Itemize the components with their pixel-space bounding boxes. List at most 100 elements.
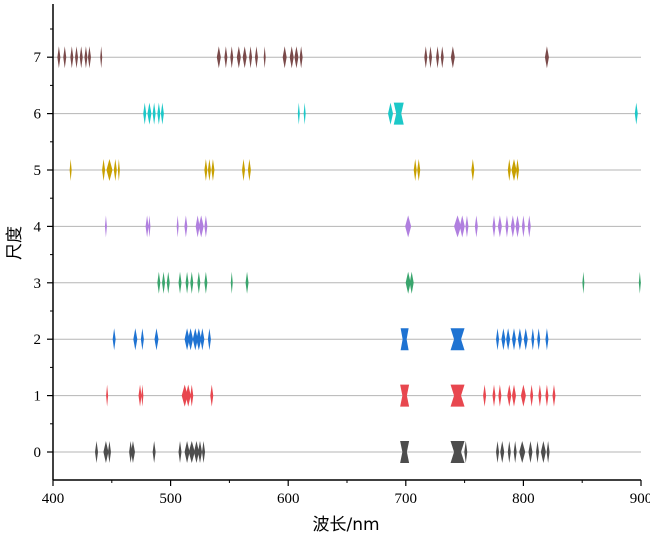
- data-point: [247, 159, 251, 181]
- data-point: [195, 215, 200, 238]
- data-point: [184, 441, 190, 463]
- data-point: [545, 384, 549, 407]
- data-point: [464, 441, 468, 463]
- data-point: [185, 384, 191, 407]
- data-point: [405, 215, 412, 238]
- data-point: [393, 102, 404, 125]
- data-point: [230, 46, 234, 69]
- data-point: [193, 441, 199, 463]
- y-tick-label-4: 4: [34, 219, 42, 235]
- data-point: [204, 271, 208, 294]
- x-tick-label-700: 700: [395, 491, 418, 507]
- data-point: [102, 159, 106, 181]
- data-point: [181, 384, 188, 407]
- data-point: [166, 271, 170, 294]
- data-point: [497, 215, 502, 238]
- data-point: [513, 441, 517, 463]
- data-point: [521, 215, 525, 238]
- axes: [52, 4, 641, 481]
- data-point: [192, 328, 198, 351]
- data-point: [510, 215, 515, 238]
- data-point: [204, 159, 208, 181]
- data-point: [162, 271, 166, 294]
- data-point: [282, 46, 287, 69]
- data-point: [196, 328, 202, 351]
- data-point: [107, 441, 111, 463]
- data-point: [388, 102, 394, 125]
- data-point: [106, 384, 109, 407]
- data-point: [75, 46, 79, 69]
- data-marks: [57, 46, 641, 463]
- data-point: [500, 441, 505, 463]
- data-point: [483, 384, 487, 407]
- series-scale-3: [157, 271, 641, 294]
- data-point: [546, 441, 550, 463]
- data-point: [133, 328, 138, 351]
- data-point: [198, 441, 202, 463]
- x-axis-title: 波长/nm: [312, 515, 379, 535]
- data-point: [517, 328, 522, 351]
- data-point: [106, 159, 113, 181]
- data-point: [242, 159, 246, 181]
- data-point: [200, 328, 205, 351]
- data-point: [188, 441, 195, 463]
- data-point: [204, 215, 208, 238]
- y-tick-label-0: 0: [34, 445, 42, 461]
- data-point: [113, 159, 117, 181]
- data-point: [84, 46, 88, 69]
- data-point: [405, 271, 411, 294]
- data-point: [459, 215, 465, 238]
- data-point: [178, 271, 182, 294]
- data-point: [454, 215, 462, 238]
- x-tick-label-600: 600: [277, 491, 300, 507]
- data-point: [202, 441, 206, 463]
- x-tick-label-500: 500: [159, 491, 182, 507]
- data-point: [531, 328, 535, 351]
- data-point: [496, 328, 500, 351]
- data-point: [185, 271, 189, 294]
- ticks: 0 1 2 3 4 5 6 7 400 500 600 700 800 900: [34, 28, 650, 507]
- x-tick-label-900: 900: [630, 491, 650, 507]
- y-tick-label-5: 5: [34, 163, 42, 179]
- data-point: [440, 46, 444, 69]
- series-scale-5: [69, 159, 520, 181]
- data-point: [471, 159, 475, 181]
- data-point: [190, 271, 194, 294]
- data-point: [70, 46, 74, 69]
- data-point: [249, 46, 253, 69]
- data-point: [436, 46, 440, 69]
- data-point: [197, 271, 201, 294]
- data-point: [211, 159, 215, 181]
- data-point: [152, 102, 156, 125]
- data-point: [104, 215, 107, 238]
- data-point: [230, 271, 233, 294]
- data-point: [400, 384, 410, 407]
- data-point: [400, 441, 410, 463]
- data-point: [409, 271, 414, 294]
- data-point: [545, 328, 549, 351]
- data-point: [152, 441, 156, 463]
- data-point: [145, 215, 149, 238]
- data-point: [537, 328, 541, 351]
- data-point: [552, 384, 556, 407]
- data-point: [538, 384, 542, 407]
- data-point: [297, 102, 300, 125]
- data-point: [147, 102, 152, 125]
- data-point: [207, 328, 211, 351]
- y-tick-label-2: 2: [34, 332, 42, 348]
- data-point: [198, 215, 204, 238]
- data-point: [188, 328, 194, 351]
- data-point: [242, 46, 247, 69]
- series-scale-7: [57, 46, 549, 69]
- data-point: [148, 215, 151, 238]
- data-point: [263, 46, 266, 69]
- data-point: [289, 46, 294, 69]
- data-point: [492, 384, 496, 407]
- data-point: [428, 46, 432, 69]
- data-point: [511, 384, 516, 407]
- data-point: [157, 102, 161, 125]
- data-point: [505, 215, 509, 238]
- data-point: [79, 46, 83, 69]
- data-point: [184, 328, 190, 351]
